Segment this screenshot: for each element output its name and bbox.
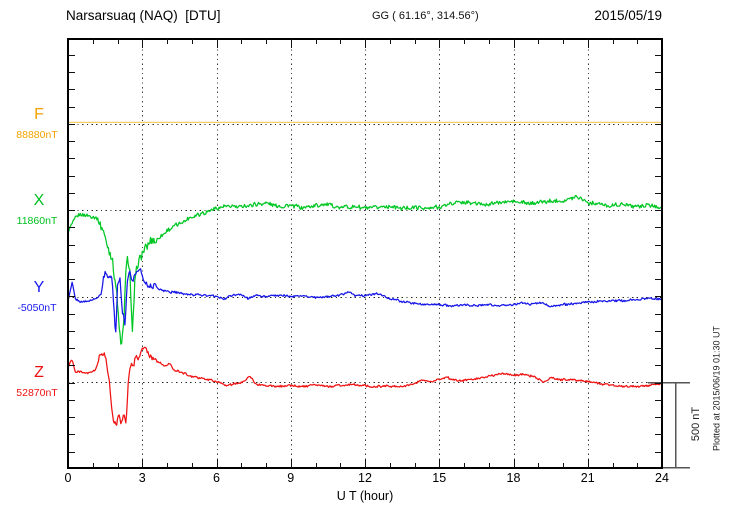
x-tick-label-6: 6: [213, 471, 220, 485]
component-label-F: F: [34, 105, 44, 123]
component-label-X: X: [33, 191, 45, 209]
component-baseline-value-Y: -5050nT: [17, 302, 57, 314]
x-tick-label-18: 18: [506, 471, 521, 485]
x-tick-label-24: 24: [655, 471, 669, 485]
observation-date: 2015/05/19: [594, 8, 662, 23]
component-baselines: [68, 124, 662, 383]
x-tick-label-15: 15: [432, 471, 447, 485]
component-label-Y: Y: [33, 278, 45, 296]
traces: [67, 121, 663, 426]
plotted-at-note: Plotted at 2015/06/19 01:30 UT: [711, 325, 721, 452]
component-baseline-value-Z: 52870nT: [16, 387, 58, 399]
axis-ticks: [68, 39, 662, 468]
plot-frame: [67, 38, 663, 469]
scale-bar-label: 500 nT: [690, 406, 702, 442]
trace-Z: [67, 346, 663, 426]
scale-bar: [648, 381, 690, 469]
trace-X: [67, 194, 663, 345]
x-tick-label-12: 12: [358, 471, 372, 485]
component-baseline-value-F: 88880nT: [16, 129, 58, 141]
x-axis-label: U T (hour): [336, 489, 394, 503]
component-baseline-value-X: 11860nT: [16, 215, 58, 227]
trace-Y: [67, 268, 663, 333]
x-tick-label-21: 21: [580, 471, 595, 485]
geographic-coordinates: GG ( 61.16°, 314.56°): [372, 10, 479, 22]
x-tick-label-9: 9: [287, 471, 295, 485]
gridlines: [142, 40, 589, 467]
x-tick-label-0: 0: [64, 471, 72, 485]
x-tick-label-3: 3: [138, 471, 146, 485]
component-label-Z: Z: [34, 363, 44, 381]
station-title: Narsarsuaq (NAQ) [DTU]: [66, 8, 221, 23]
